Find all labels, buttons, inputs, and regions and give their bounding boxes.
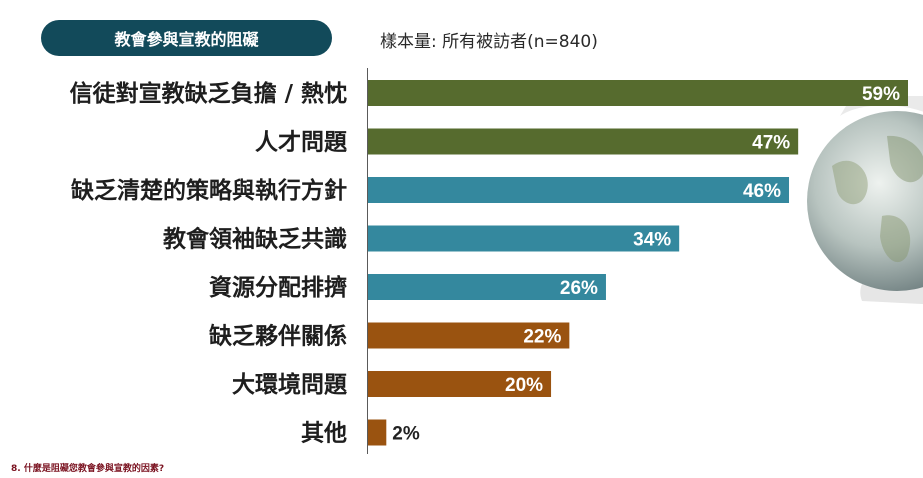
axis-line — [367, 68, 368, 454]
value-label-1: 59% — [862, 84, 900, 105]
category-label-3: 缺乏清楚的策略與執行方針 — [71, 177, 347, 204]
bar-2 — [368, 128, 799, 155]
category-label-4: 教會領袖缺乏共識 — [163, 226, 347, 253]
value-label-5: 26% — [560, 278, 598, 299]
category-label-1: 信徒對宣教缺乏負擔 / 熱忱 — [70, 80, 347, 107]
bar-4 — [368, 225, 680, 252]
bar-5 — [368, 274, 606, 300]
bar-7 — [368, 371, 552, 397]
value-label-2: 47% — [752, 133, 790, 154]
value-label-7: 20% — [505, 375, 543, 396]
category-label-8: 其他 — [301, 421, 347, 447]
bar-8 — [368, 419, 387, 446]
value-label-4: 34% — [633, 230, 671, 251]
footnote: 8. 什麼是阻礙您教會參與宣教的因素? — [11, 464, 165, 474]
chart-title: 教會參與宣教的阻礙 — [41, 20, 332, 56]
value-label-6: 22% — [523, 327, 561, 348]
category-label-2: 人才問題 — [255, 130, 348, 156]
globe-in-hand-image — [807, 96, 923, 305]
bar-1 — [368, 80, 908, 106]
category-label-6: 缺乏夥伴關係 — [209, 323, 347, 350]
value-label-3: 46% — [743, 181, 781, 202]
category-label-5: 資源分配排擠 — [209, 274, 347, 301]
value-label-8: 2% — [392, 424, 420, 445]
category-label-7: 大環境問題 — [232, 371, 348, 398]
bar-6 — [368, 322, 570, 349]
bar-3 — [368, 177, 790, 203]
sample-size-label: 樣本量: 所有被訪者(n=840) — [380, 32, 598, 52]
